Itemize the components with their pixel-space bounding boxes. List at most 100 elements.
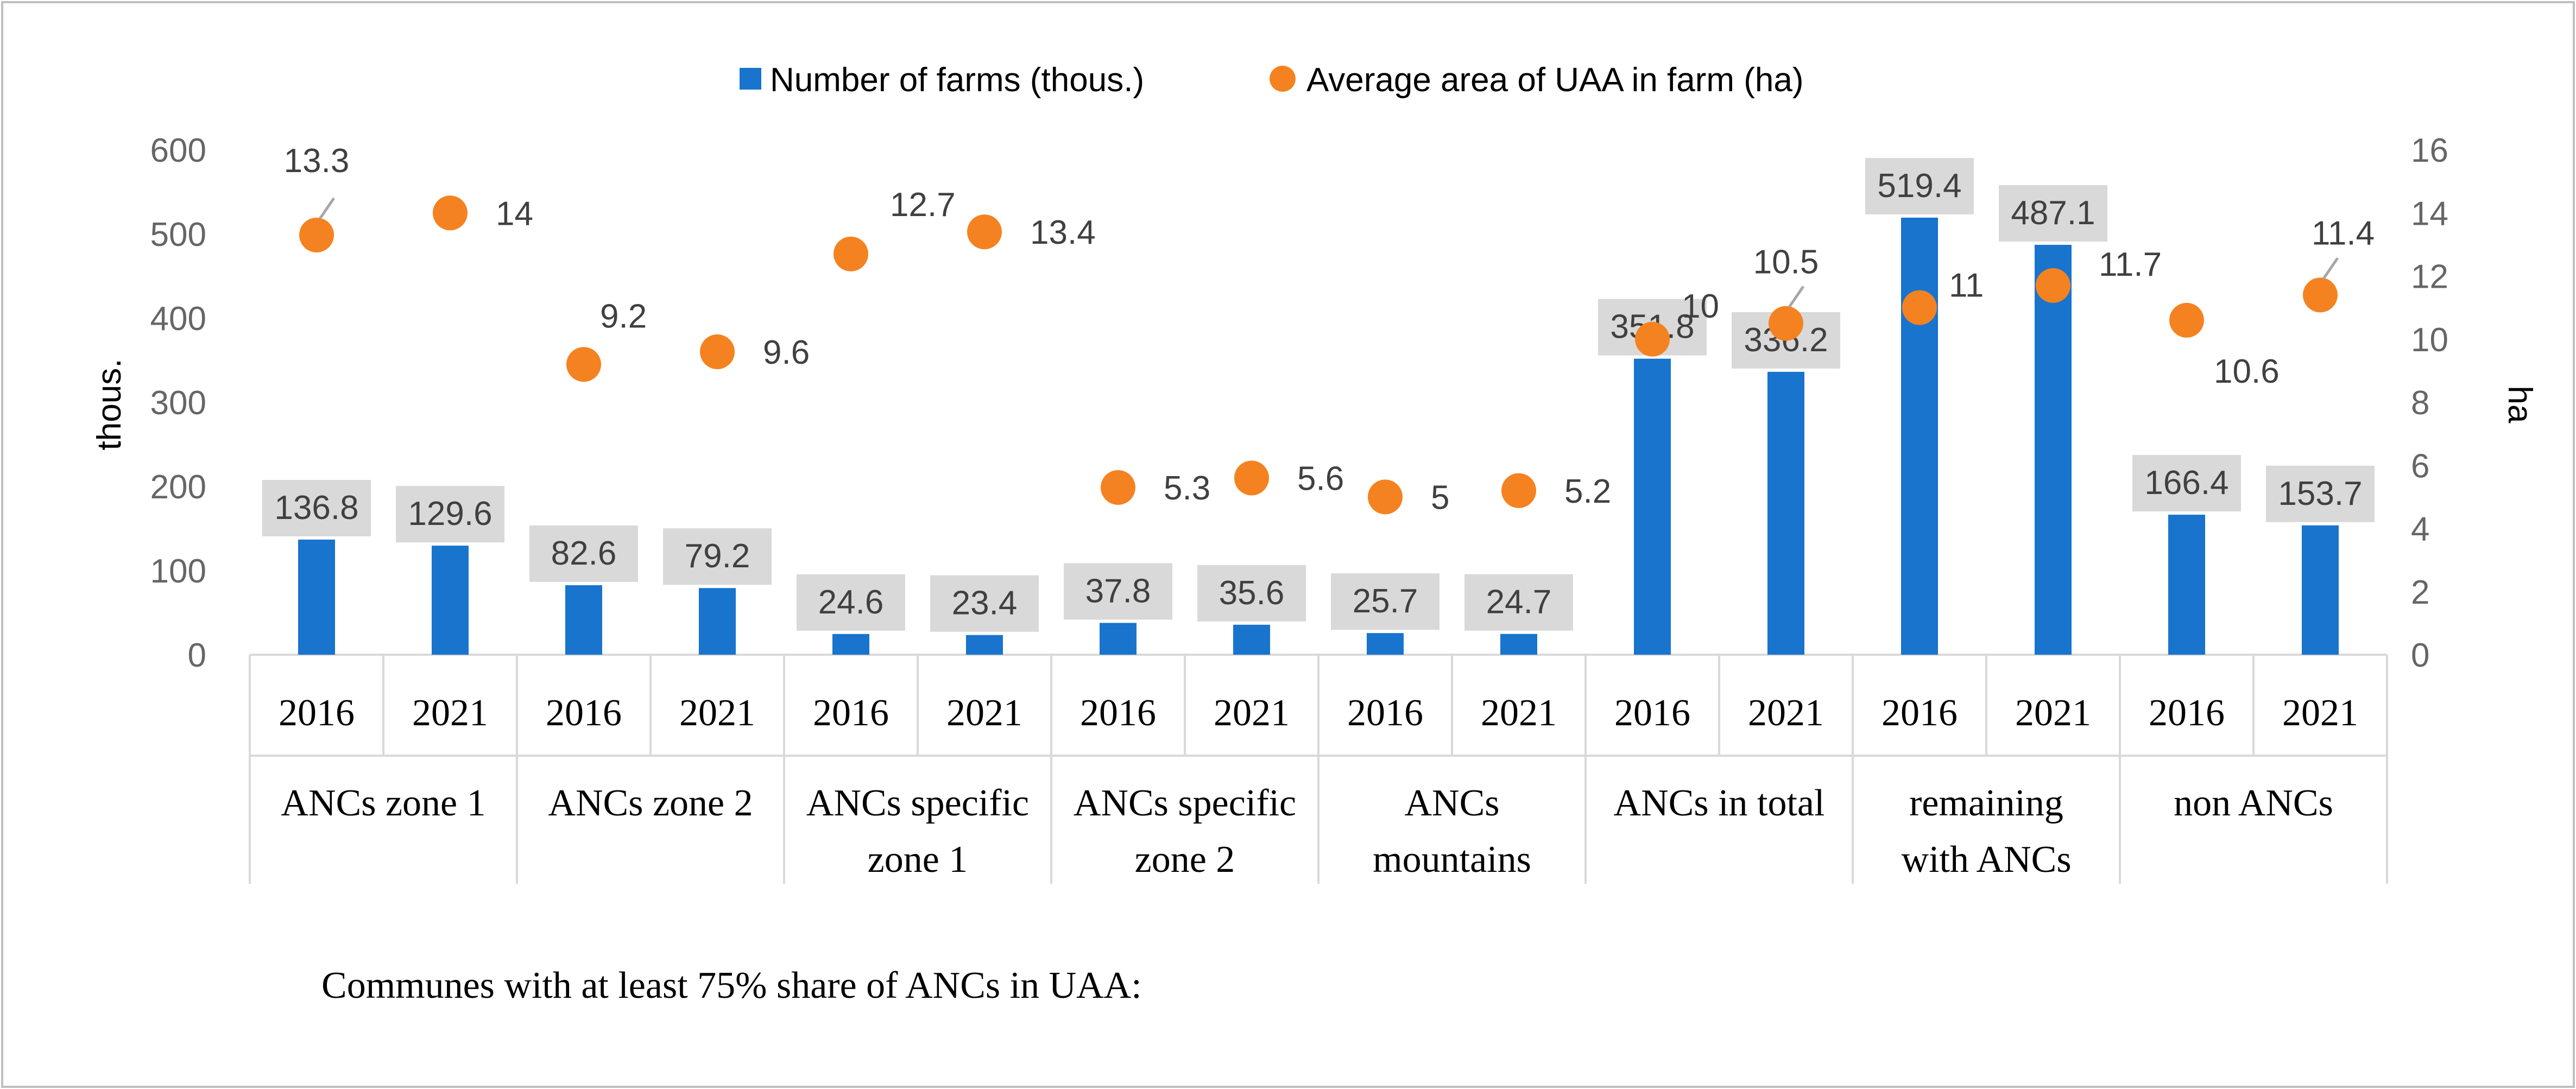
year-label: 2021 [1214,692,1290,734]
dot [566,347,601,382]
bar-label-box [396,486,504,543]
bar-value-label: 35.6 [1219,574,1285,612]
dot-value-label: 5.6 [1297,460,1344,498]
year-label: 2021 [946,692,1022,734]
bar-label-box [529,525,638,582]
bar-value-label: 166.4 [2144,464,2228,502]
year-label: 2021 [2282,692,2358,734]
dot-value-label: 5.2 [1564,473,1611,510]
footnote: Communes with at least 75% share of ANCs… [321,965,1142,1006]
right-tick-label: 0 [2411,637,2429,674]
bar [699,588,736,655]
dot [299,217,334,252]
right-tick-label: 16 [2411,132,2448,169]
left-axis-title: thous. [91,359,128,451]
dot [2036,268,2070,303]
dot [967,214,1002,250]
bar-label-box [262,479,371,536]
year-label: 2016 [813,692,889,734]
dot [1902,290,1937,325]
left-tick-label: 600 [150,132,206,169]
dot [1769,306,1803,341]
bar [1100,623,1137,655]
dot-label-leader [1788,286,1805,308]
right-tick-label: 6 [2411,447,2429,485]
dots [299,195,2338,515]
year-label: 2016 [1080,692,1156,734]
bar-value-label: 129.6 [408,495,492,533]
dot-value-label: 11.4 [2312,214,2375,252]
year-label: 2021 [679,692,755,734]
year-label: 2016 [546,692,622,734]
left-tick-label: 500 [150,216,206,254]
bar-value-label: 82.6 [551,535,617,572]
group-label: zone 2 [1135,839,1235,881]
dot-value-label: 9.2 [600,297,647,335]
dot-value-label: 13.4 [1030,214,1096,251]
group-label: ANCs zone 1 [281,782,485,824]
bar-label-box [1331,573,1439,630]
bar-value-label: 136.8 [274,489,358,527]
bar [298,539,335,655]
year-label: 2021 [1481,692,1557,734]
bar [2302,525,2339,655]
legend-dot-swatch [1270,66,1296,92]
group-label: non ANCs [2174,782,2333,824]
year-label: 2021 [2015,692,2091,734]
bar [1500,634,1537,655]
dot [1101,470,1135,505]
group-label: remaining [1909,782,2063,824]
year-label: 2021 [412,692,488,734]
bar [565,585,602,655]
right-tick-label: 12 [2411,258,2448,296]
bar-value-label: 37.8 [1085,572,1151,610]
right-tick-label: 4 [2411,511,2429,548]
right-tick-label: 14 [2411,195,2448,232]
group-label: with ANCs [1901,839,2071,881]
year-label: 2016 [1347,692,1423,734]
group-label: mountains [1373,839,1531,881]
left-tick-label: 300 [150,384,206,422]
year-label: 2021 [1748,692,1824,734]
dot [1635,321,1670,357]
year-label: 2016 [1614,692,1690,734]
bar-value-label: 25.7 [1353,583,1418,620]
bar-value-label: 24.6 [818,584,884,621]
legend: Number of farms (thous.) Average area of… [740,61,1804,99]
bar [966,635,1003,655]
right-tick-label: 10 [2411,321,2448,359]
bar [2035,244,2072,655]
group-label: ANCs specific [1074,782,1296,824]
bar-label-box [797,574,905,631]
bar-label-box [1999,185,2107,242]
bar-value-label: 519.4 [1877,167,1961,205]
left-tick-label: 400 [150,300,206,338]
bar-value-label: 487.1 [2011,194,2095,232]
dot [834,236,868,271]
dot-value-label: 13.3 [284,142,350,180]
group-label: ANCs zone 2 [548,782,753,824]
dot-value-label: 11.7 [2099,246,2162,283]
dot-value-label: 10.5 [1753,244,1819,281]
group-label: ANCs specific [806,782,1029,824]
dot-value-label: 14 [496,195,533,232]
dot [433,195,468,231]
bar-label-box [2266,465,2375,522]
bar-label-box [663,528,772,585]
bar-label-box [1064,563,1172,620]
left-tick-label: 0 [188,637,206,674]
legend-bar-label: Number of farms (thous.) [770,61,1144,99]
legend-bar-swatch [740,68,761,90]
bar-value-label: 153.7 [2278,475,2362,512]
group-label: zone 1 [868,839,968,881]
left-axis: 0 100 200 300 400 500 600 [150,132,206,674]
dot [2303,277,2338,313]
category-grid [249,654,2388,884]
dot-value-label: 11 [1949,267,1984,305]
left-tick-label: 200 [150,468,206,506]
bar [2168,515,2205,655]
dot [700,334,735,369]
bar-label-box [930,575,1039,632]
